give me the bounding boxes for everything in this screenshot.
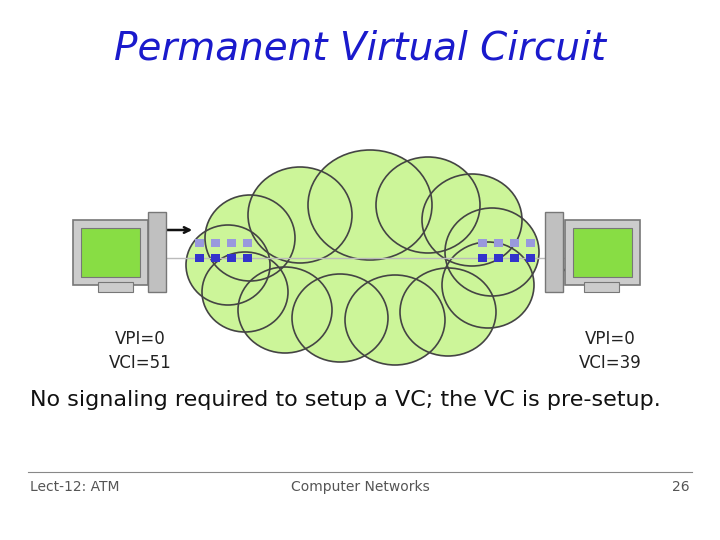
Bar bbox=[195, 254, 204, 262]
Bar bbox=[478, 239, 487, 247]
Text: 26: 26 bbox=[672, 480, 690, 494]
Ellipse shape bbox=[186, 225, 270, 305]
Ellipse shape bbox=[442, 242, 534, 328]
Ellipse shape bbox=[248, 167, 352, 263]
Text: VPI=0
VCI=39: VPI=0 VCI=39 bbox=[579, 330, 642, 372]
Bar bbox=[73, 220, 148, 285]
Text: No signaling required to setup a VC; the VC is pre-setup.: No signaling required to setup a VC; the… bbox=[30, 390, 661, 410]
Bar bbox=[211, 254, 220, 262]
Text: Permanent Virtual Circuit: Permanent Virtual Circuit bbox=[114, 29, 606, 67]
Bar bbox=[494, 254, 503, 262]
Ellipse shape bbox=[292, 274, 388, 362]
Bar bbox=[243, 254, 252, 262]
Bar bbox=[494, 239, 503, 247]
Bar bbox=[510, 239, 519, 247]
Text: Lect-12: ATM: Lect-12: ATM bbox=[30, 480, 120, 494]
Bar bbox=[584, 282, 619, 292]
Ellipse shape bbox=[376, 157, 480, 253]
Ellipse shape bbox=[445, 208, 539, 296]
Bar bbox=[81, 228, 140, 277]
Ellipse shape bbox=[205, 195, 295, 281]
Text: VPI=0
VCI=51: VPI=0 VCI=51 bbox=[109, 330, 171, 372]
Ellipse shape bbox=[345, 275, 445, 365]
Ellipse shape bbox=[230, 172, 510, 312]
Bar bbox=[526, 254, 535, 262]
Bar bbox=[98, 282, 133, 292]
Bar bbox=[227, 239, 236, 247]
Text: Computer Networks: Computer Networks bbox=[291, 480, 429, 494]
Bar bbox=[573, 228, 632, 277]
Ellipse shape bbox=[422, 174, 522, 266]
Ellipse shape bbox=[308, 150, 432, 260]
Bar bbox=[243, 239, 252, 247]
Ellipse shape bbox=[238, 267, 332, 353]
Bar bbox=[227, 254, 236, 262]
Bar bbox=[526, 239, 535, 247]
Bar bbox=[211, 239, 220, 247]
Ellipse shape bbox=[400, 268, 496, 356]
Ellipse shape bbox=[202, 252, 288, 332]
Bar bbox=[565, 220, 640, 285]
Bar bbox=[545, 212, 563, 292]
Bar bbox=[510, 254, 519, 262]
Bar bbox=[195, 239, 204, 247]
Bar bbox=[148, 212, 166, 292]
Bar bbox=[478, 254, 487, 262]
